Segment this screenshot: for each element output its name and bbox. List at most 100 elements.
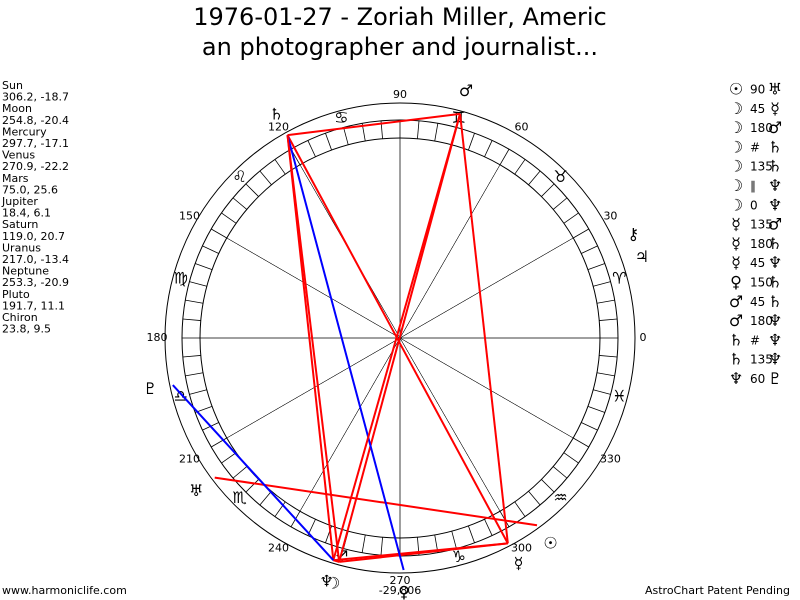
ring-tick: [182, 318, 201, 321]
sign-glyph: ♋: [334, 108, 348, 127]
aspect-planet: ☿: [731, 253, 741, 272]
planet-name: Moon: [2, 102, 32, 115]
sign-glyph: ♏: [232, 488, 246, 507]
planet-name: Neptune: [2, 265, 49, 278]
ring-tick: [541, 479, 555, 493]
aspect-line: [286, 134, 335, 561]
ring-tick: [361, 534, 366, 553]
aspect-planet: ♄: [768, 137, 782, 156]
degree-label: 0: [640, 331, 647, 344]
ring-tick: [541, 183, 555, 197]
footer-center: -29,806: [379, 584, 421, 597]
ring-tick: [221, 212, 237, 224]
ring-tick: [451, 531, 457, 549]
aspect-angle: 150: [750, 276, 773, 290]
aspect-planet: ♆: [768, 253, 782, 272]
degree-label: 240: [268, 541, 289, 554]
planet-name: Venus: [2, 149, 35, 162]
title-line: 1976-01-27 - Zoriah Miller, Americ: [193, 3, 607, 31]
aspect-line: [172, 384, 335, 561]
planet-name: Pluto: [2, 288, 30, 301]
ring-tick: [552, 466, 568, 479]
planet-glyph: ♅: [189, 481, 203, 500]
planet-glyph: ⚷: [627, 225, 639, 244]
title-line: an photographer and journalist...: [202, 33, 598, 61]
planet-coords: 217.0, -13.4: [2, 253, 69, 266]
planet-glyph: ☽: [326, 574, 340, 593]
degree-label: 300: [511, 541, 532, 554]
ring-tick: [581, 422, 598, 431]
aspect-planet: ☿: [731, 234, 741, 253]
ring-tick: [593, 389, 611, 395]
planet-coords: 191.7, 11.1: [2, 299, 65, 312]
aspect-line: [338, 113, 462, 563]
ring-tick: [468, 133, 475, 151]
aspect-angle: 90: [750, 83, 765, 97]
aspect-line: [214, 476, 538, 527]
sign-glyph: ♈: [612, 269, 626, 288]
ring-tick: [245, 183, 259, 197]
degree-label: 150: [179, 210, 200, 223]
aspect-line: [459, 113, 509, 544]
ring-tick: [563, 452, 579, 464]
ring-tick: [596, 372, 615, 377]
aspect-planet: ☽: [729, 195, 743, 214]
ring-tick: [434, 123, 439, 142]
aspect-angle: 135: [750, 353, 773, 367]
aspect-planet: ♀: [730, 273, 742, 292]
sign-glyph: ♌: [232, 167, 246, 186]
degree-label: 210: [179, 453, 200, 466]
aspect-angle: 60: [750, 372, 765, 386]
footer-right: AstroChart Patent Pending: [645, 584, 790, 597]
ring-tick: [274, 501, 286, 517]
sign-glyph: ♒: [553, 488, 567, 507]
planet-name: Mars: [2, 172, 29, 185]
degree-label: 60: [515, 121, 529, 134]
aspect-planet: ♄: [729, 330, 743, 349]
sign-glyph: ♑: [452, 547, 466, 566]
degree-label: 180: [147, 331, 168, 344]
ring-tick: [195, 263, 213, 270]
aspect-angle: 45: [750, 102, 765, 116]
planet-glyph: ☉: [543, 533, 557, 552]
aspect-planet: ☽: [729, 137, 743, 156]
ring-tick: [499, 149, 510, 165]
sign-glyph: ♉: [553, 167, 567, 186]
ring-tick: [211, 228, 227, 239]
aspect-planet: ♄: [768, 273, 782, 292]
aspect-planet: ♄: [768, 157, 782, 176]
aspect-planet: ☉: [729, 80, 743, 99]
ring-tick: [325, 133, 332, 151]
ring-tick: [232, 466, 248, 479]
aspect-angle: 180: [750, 237, 773, 251]
ring-tick: [484, 519, 493, 536]
ring-tick: [587, 406, 605, 413]
planet-glyph: ♇: [143, 379, 157, 398]
degree-label: 30: [603, 210, 617, 223]
ring-tick: [185, 372, 204, 377]
planet-coords: 306.2, -18.7: [2, 91, 69, 104]
aspect-planet: ♂: [729, 311, 743, 330]
aspect-planet: ♆: [768, 195, 782, 214]
ring-tick: [468, 525, 475, 543]
aspect-line: [286, 134, 405, 571]
ring-tick: [211, 437, 227, 448]
sign-glyph: ♓: [612, 386, 626, 405]
ring-tick: [380, 537, 383, 556]
aspect-planet: ☽: [729, 176, 743, 195]
ring-tick: [202, 245, 219, 254]
sign-glyph: ♍: [174, 269, 188, 288]
ring-tick: [274, 159, 286, 175]
degree-label: 90: [393, 88, 407, 101]
ring-tick: [528, 490, 541, 506]
aspect-line: [286, 134, 509, 544]
degree-label: 330: [600, 453, 621, 466]
aspect-angle: 0: [750, 198, 758, 212]
aspect-angle: #: [750, 140, 760, 154]
aspect-planet: ♆: [729, 369, 743, 388]
planet-name: Saturn: [2, 218, 38, 231]
ring-tick: [514, 501, 526, 517]
ring-tick: [259, 170, 272, 186]
